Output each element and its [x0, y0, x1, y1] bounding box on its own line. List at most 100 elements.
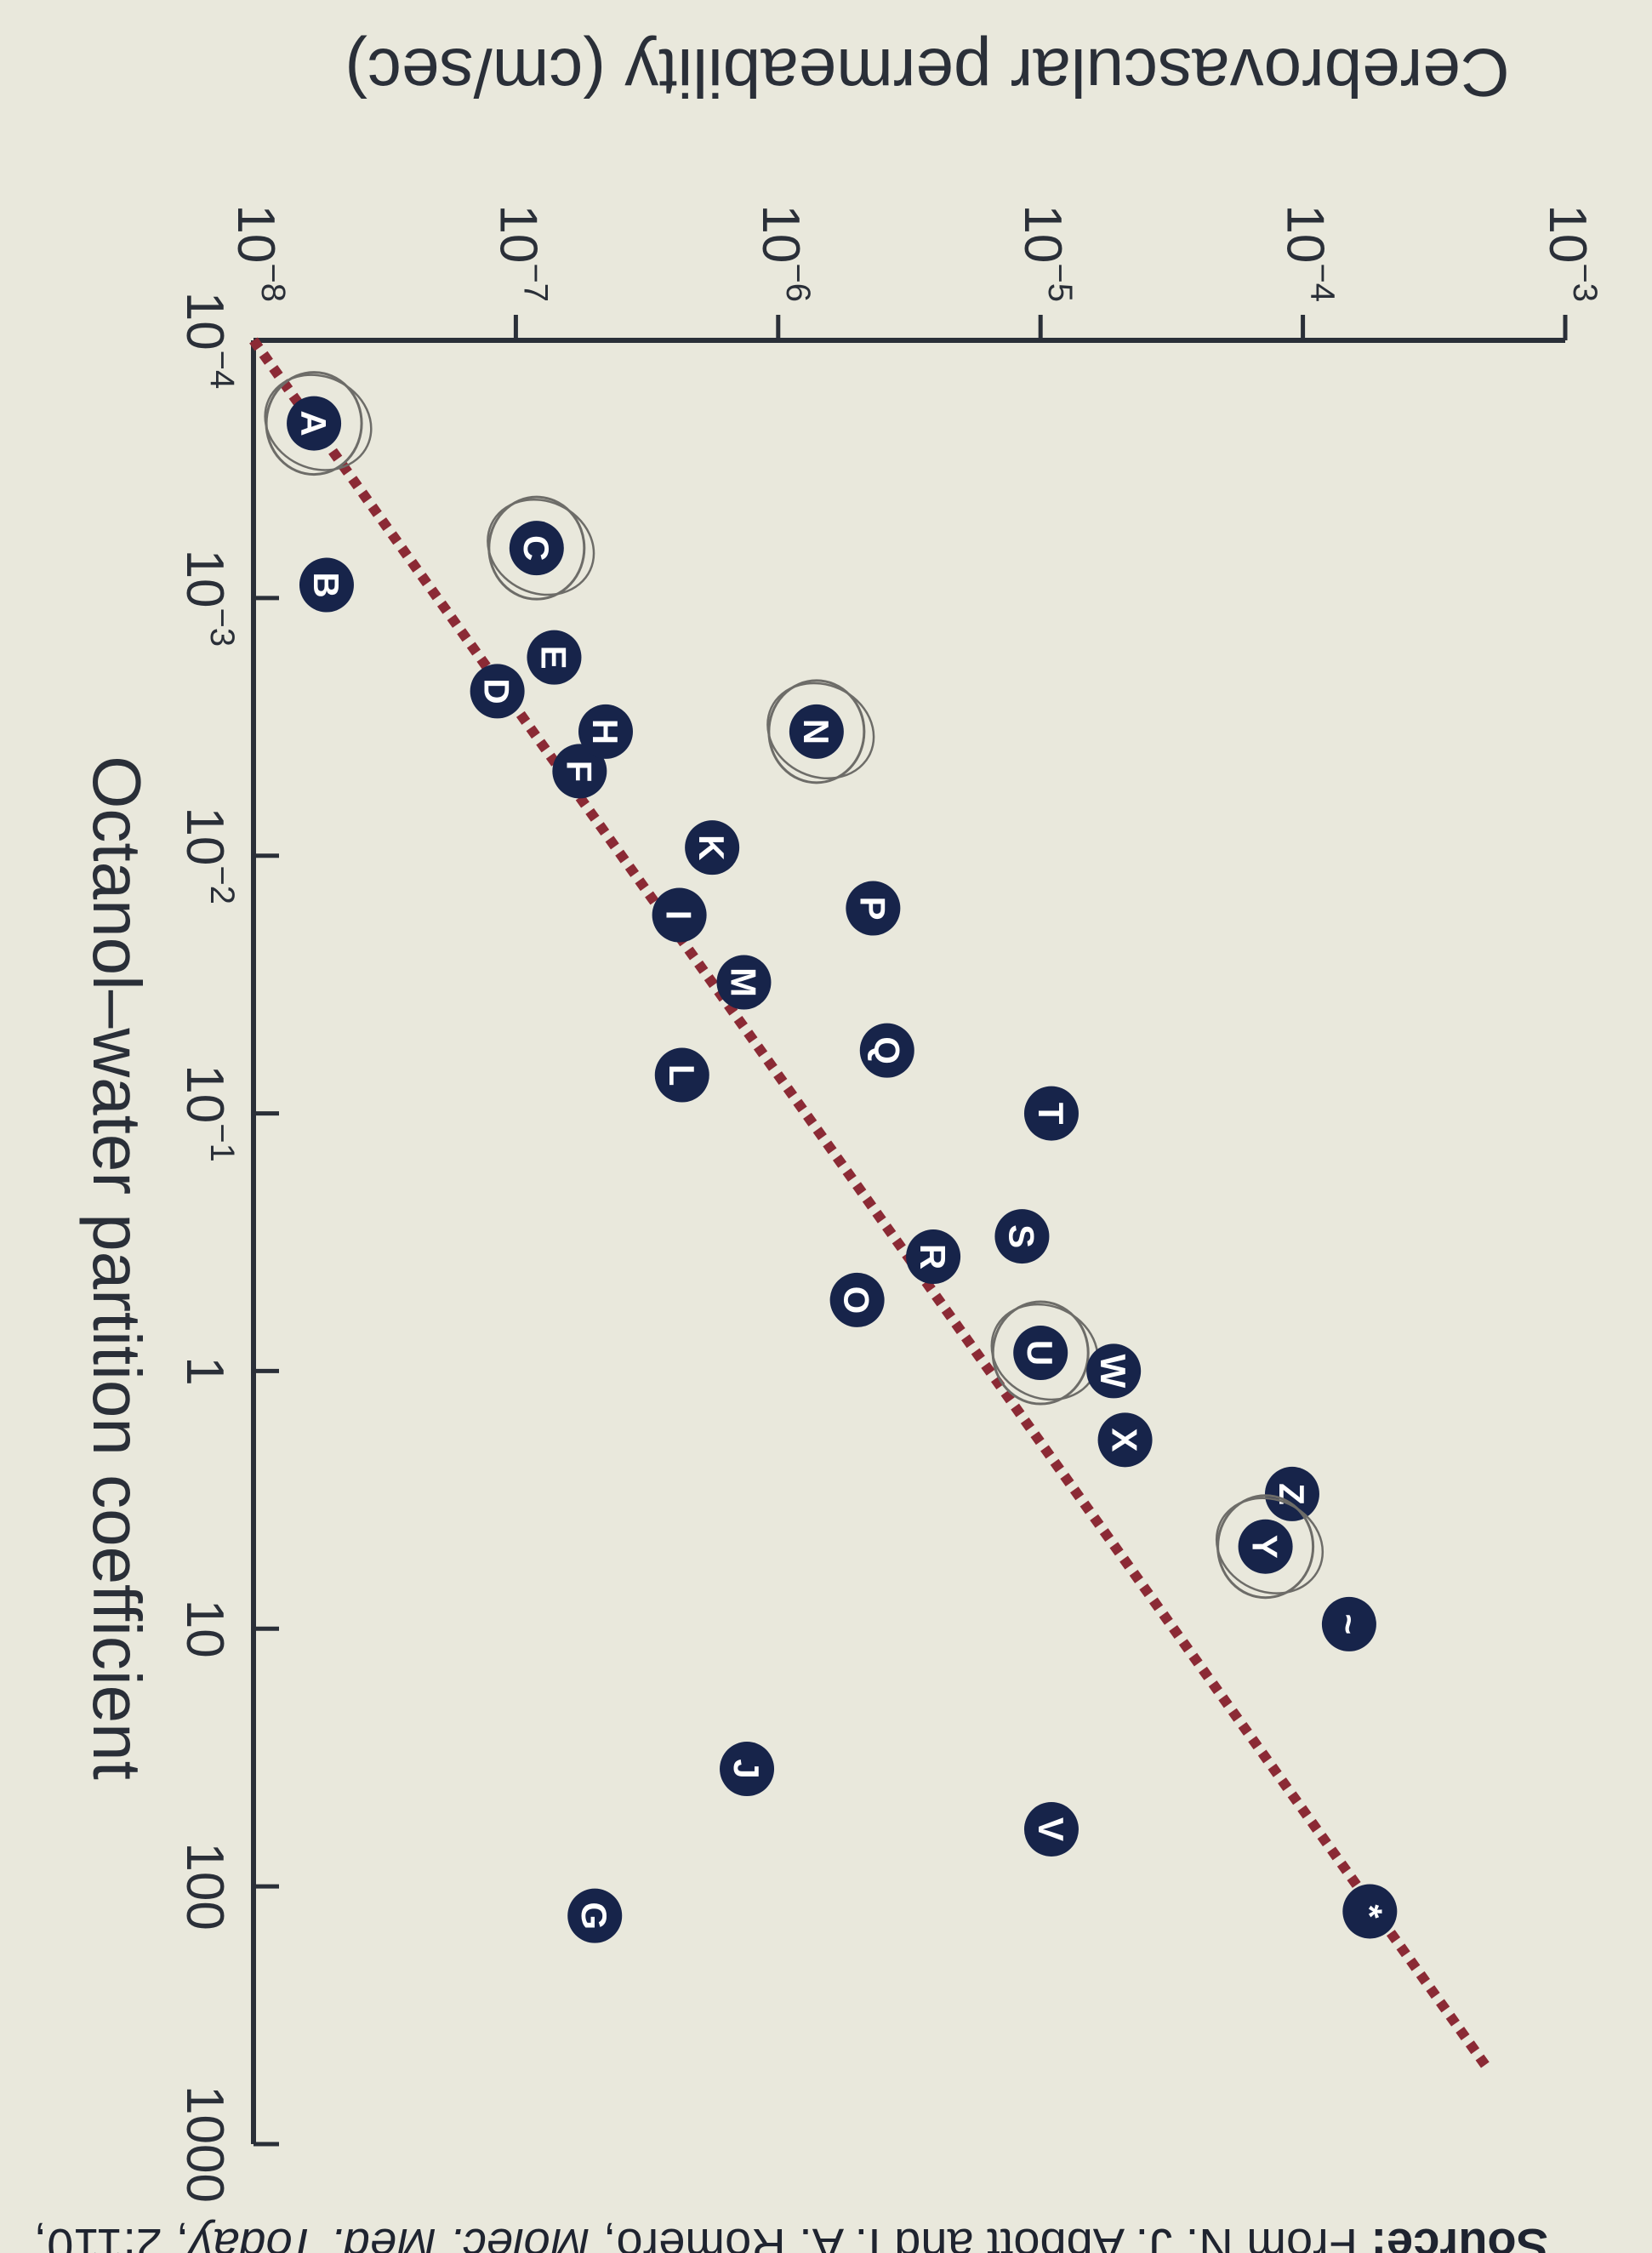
y-tick-label-5-base: 10 — [1538, 204, 1597, 263]
y-tick-label-1: 10−7 — [488, 204, 554, 302]
point-G: G — [567, 1888, 623, 1943]
y-axis-title-group: Cerebrovascular permeability (cm/sec) — [345, 35, 1509, 111]
marker-label-F: F — [559, 761, 599, 783]
marker-label-C: C — [516, 535, 556, 561]
axes: 10−410−310−210−1110100100010−810−710−610… — [175, 204, 1604, 2203]
point-W: W — [1086, 1343, 1142, 1399]
y-tick-label-0-base: 10 — [226, 204, 285, 263]
marker-label-V: V — [1031, 1817, 1071, 1841]
source-journal: Molec. Med. Today — [186, 2219, 590, 2253]
marker-I — [652, 887, 707, 943]
marker-label-J: J — [726, 1759, 766, 1778]
marker-label-S: S — [1001, 1224, 1041, 1248]
x-tick-label-4-group: 1 — [175, 1356, 234, 1385]
x-tick-label-6-base: 100 — [175, 1842, 234, 1930]
marker-L — [654, 1047, 709, 1103]
point-B: B — [299, 557, 354, 613]
source-prefix: Source: — [1371, 2219, 1549, 2253]
marker-label-P: P — [852, 897, 892, 921]
x-tick-label-0: 10−4 — [175, 292, 241, 390]
point-T: T — [1023, 1086, 1079, 1141]
point-star: * — [1342, 1884, 1398, 1939]
x-tick-label-1-group: 10−3 — [175, 550, 241, 647]
marker-K — [685, 820, 740, 876]
point-M: M — [716, 955, 772, 1010]
y-tick-label-0-group: 10−8 — [226, 204, 292, 302]
point-Z: Z — [1264, 1466, 1319, 1521]
marker-F — [552, 744, 607, 799]
marker-S — [994, 1209, 1050, 1264]
point-H: H — [578, 704, 634, 759]
marker-Y — [1238, 1519, 1293, 1574]
marker-G — [567, 1888, 623, 1943]
x-tick-label-1-base: 10 — [175, 550, 234, 608]
point-N: N — [766, 679, 875, 784]
x-tick-label-2-group: 10−2 — [175, 807, 241, 904]
marker-J — [720, 1742, 775, 1797]
point-Y: Y — [1215, 1494, 1324, 1600]
x-tick-label-5: 10 — [175, 1600, 234, 1658]
marker-V — [1023, 1801, 1079, 1857]
point-R: R — [906, 1229, 961, 1285]
x-tick-label-4-base: 1 — [175, 1356, 234, 1385]
x-tick-label-7-base: 1000 — [175, 2085, 234, 2203]
y-tick-label-1-exponent: −7 — [516, 263, 554, 302]
point-F: F — [552, 744, 607, 799]
y-tick-label-1-group: 10−7 — [488, 204, 554, 302]
data-points: A B C DE FH N K I P M Q L T S R O U W X Z Y ~ J V G * — [264, 371, 1398, 1943]
x-tick-label-6: 100 — [175, 1842, 234, 1930]
x-tick-label-3-exponent: −1 — [203, 1123, 241, 1162]
marker-A — [287, 396, 342, 451]
marker-label-D: D — [477, 678, 517, 704]
y-tick-label-4: 10−4 — [1276, 204, 1342, 302]
x-tick-label-0-exponent: −4 — [203, 351, 241, 390]
marker-label-E: E — [533, 646, 573, 670]
x-tick-label-5-base: 10 — [175, 1600, 234, 1658]
marker-D — [470, 664, 525, 719]
point-U: U — [990, 1300, 1099, 1406]
source-note-group: Source: From N. J. Abbott and I. A. Rome… — [34, 2219, 1548, 2253]
x-tick-label-6-group: 100 — [175, 1842, 234, 1930]
marker-Z — [1264, 1466, 1319, 1521]
point-E: E — [527, 630, 582, 685]
marker-Q — [859, 1023, 914, 1078]
y-tick-label-2-base: 10 — [751, 204, 810, 263]
x-tick-label-4: 1 — [175, 1356, 234, 1385]
point-X: X — [1097, 1412, 1153, 1468]
x-tick-label-2-base: 10 — [175, 807, 234, 865]
point-D: D — [470, 664, 525, 719]
y-tick-label-1-base: 10 — [488, 204, 547, 263]
point-L: L — [654, 1047, 709, 1103]
y-tick-label-4-exponent: −4 — [1304, 263, 1342, 302]
pencil-circle-outer-C — [487, 498, 595, 596]
y-tick-label-4-group: 10−4 — [1276, 204, 1342, 302]
point-tilde: ~ — [1321, 1596, 1376, 1651]
y-tick-label-5-exponent: −3 — [1566, 263, 1604, 302]
marker-label-I: I — [659, 910, 699, 921]
point-A: A — [264, 371, 373, 476]
x-tick-label-3-group: 10−1 — [175, 1064, 241, 1162]
marker-label-G: G — [574, 1902, 614, 1930]
marker-N — [789, 704, 844, 759]
marker-H — [578, 704, 634, 759]
pencil-circle-outer-N — [766, 682, 875, 780]
x-axis-title: Octanol–water partition coefficient — [79, 756, 155, 1780]
marker-label-M: M — [723, 967, 763, 997]
marker-label-A: A — [293, 410, 333, 436]
marker-label-H: H — [585, 719, 625, 744]
source-note: Source: From N. J. Abbott and I. A. Rome… — [34, 2219, 1548, 2253]
trend-line-group — [249, 337, 1491, 2070]
y-tick-label-3-base: 10 — [1013, 204, 1072, 263]
marker-label-B: B — [306, 572, 346, 597]
x-tick-label-0-base: 10 — [175, 292, 234, 351]
point-I: I — [652, 887, 707, 943]
marker-R — [906, 1229, 961, 1285]
marker-label-Q: Q — [867, 1036, 907, 1064]
marker-E — [527, 630, 582, 685]
marker-X — [1097, 1412, 1153, 1468]
y-tick-label-0: 10−8 — [226, 204, 292, 302]
x-tick-label-2: 10−2 — [175, 807, 241, 904]
x-tick-label-7-group: 1000 — [175, 2085, 234, 2203]
point-Q: Q — [859, 1023, 914, 1078]
marker-label-U: U — [1020, 1340, 1060, 1366]
